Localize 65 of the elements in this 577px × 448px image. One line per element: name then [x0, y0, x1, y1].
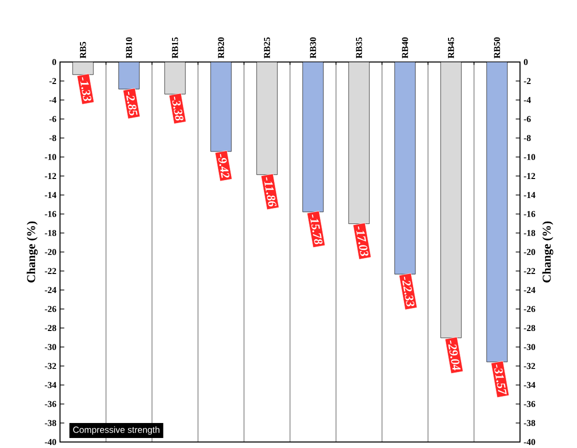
x-tick-label: RB30 — [310, 37, 316, 58]
data-label: -31.57 — [494, 364, 507, 394]
x-tick-label: RB50 — [494, 37, 500, 58]
y-tick-label: -34 — [44, 382, 56, 388]
annotation: Compressive strength — [73, 426, 160, 435]
y2-tick-label: -6 — [524, 116, 531, 122]
y-tick-label: -14 — [44, 192, 56, 198]
y-tick-label: -18 — [44, 230, 56, 236]
y2-tick-label: -24 — [524, 287, 536, 293]
y-tick-label: -8 — [49, 134, 56, 142]
y2-tick-label: -4 — [524, 97, 531, 103]
y2-tick-label: -18 — [524, 230, 536, 236]
y-tick-label: -12 — [44, 173, 56, 179]
y-tick-label: 0 — [52, 58, 56, 66]
y-tick-label: -22 — [44, 268, 56, 274]
y2-tick-label: -16 — [524, 210, 536, 218]
data-label: -3.38 — [172, 96, 184, 120]
y-tick-label: -6 — [49, 116, 56, 122]
y-axis-title: Change (%) — [26, 221, 38, 282]
data-label: -22.33 — [402, 276, 414, 306]
y-tick-label: -38 — [44, 420, 56, 426]
y-tick-label: -16 — [44, 210, 56, 218]
data-label: -9.42 — [218, 154, 230, 178]
y2-tick-label: -2 — [524, 78, 531, 84]
y-tick-label: -40 — [44, 438, 56, 446]
data-label: -29.04 — [448, 340, 461, 370]
data-label: -11.86 — [264, 177, 276, 206]
y-tick-label: -30 — [44, 344, 56, 350]
y2-tick-label: -22 — [524, 268, 536, 274]
y2-tick-label: -34 — [524, 382, 536, 388]
y2-tick-label: -30 — [524, 344, 536, 350]
y-tick-label: -32 — [44, 362, 56, 370]
x-tick-label: RB45 — [448, 37, 454, 58]
y-tick-label: -24 — [44, 287, 56, 293]
y-tick-label: -2 — [49, 78, 56, 84]
y2-tick-label: -10 — [524, 154, 536, 160]
y2-tick-label: -20 — [524, 248, 536, 256]
y2-tick-label: -8 — [524, 134, 531, 142]
y2-tick-label: -26 — [524, 306, 536, 312]
y2-tick-label: -38 — [524, 420, 536, 426]
data-label: -1.33 — [80, 77, 92, 101]
y2-tick-label: -36 — [524, 400, 536, 408]
y2-tick-label: 0 — [524, 58, 528, 66]
y-tick-label: -4 — [49, 97, 56, 103]
x-tick-label: RB25 — [264, 37, 270, 58]
y2-tick-label: -40 — [524, 438, 536, 446]
y2-axis-title: Change (%) — [542, 221, 554, 282]
data-label: -17.03 — [356, 226, 368, 256]
x-tick-label: RB5 — [80, 42, 86, 58]
y-tick-label: -28 — [44, 324, 56, 332]
y-tick-label: -26 — [44, 306, 56, 312]
x-tick-label: RB20 — [218, 37, 224, 58]
x-tick-label: RB40 — [402, 37, 408, 58]
y-tick-label: -36 — [44, 400, 56, 408]
y2-tick-label: -28 — [524, 324, 536, 332]
y2-tick-label: -14 — [524, 192, 536, 198]
y-tick-label: -10 — [44, 154, 56, 160]
y-tick-label: -20 — [44, 248, 56, 256]
data-label: -15.78 — [310, 214, 322, 244]
data-label: -2.85 — [126, 92, 138, 116]
y2-tick-label: -12 — [524, 173, 536, 179]
x-tick-label: RB35 — [356, 37, 362, 58]
x-tick-label: RB15 — [172, 37, 178, 58]
x-tick-label: RB10 — [126, 37, 132, 58]
y2-tick-label: -32 — [524, 362, 536, 370]
